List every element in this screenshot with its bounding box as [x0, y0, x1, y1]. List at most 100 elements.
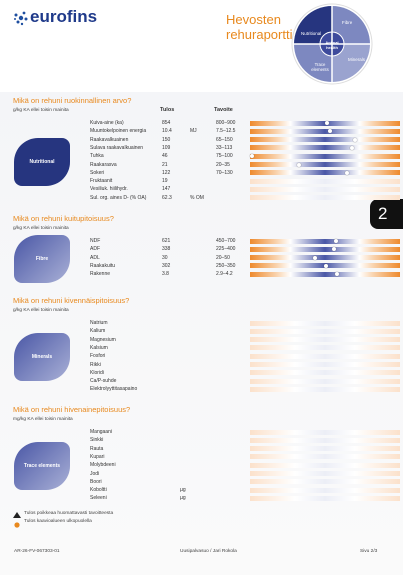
row-label: Seleeni	[90, 495, 107, 502]
range-bar	[250, 345, 400, 351]
row-label: Rikki	[90, 361, 101, 368]
row-label: Natrium	[90, 320, 108, 326]
range-bar	[250, 337, 400, 343]
range-bar	[250, 255, 400, 261]
row-label: Sulava raakavalkuainen	[90, 144, 144, 151]
logo-text: eurofins	[30, 7, 98, 26]
row-result: 62.3	[162, 194, 172, 201]
page-tab: 2	[370, 199, 403, 229]
row-label: Boori	[90, 478, 102, 485]
report-title: Hevosten rehuraportti	[226, 12, 293, 42]
range-bar	[250, 238, 400, 244]
result-dot	[313, 255, 317, 260]
wheel-label: Fibre	[342, 20, 353, 25]
row-label: Rauta	[90, 445, 104, 452]
row-result: 147	[162, 186, 171, 193]
row-unit: µg	[180, 495, 186, 502]
row-target: 225–400	[216, 246, 236, 253]
row-result: 19	[162, 178, 168, 185]
range-bar	[250, 246, 400, 252]
range-bar	[250, 178, 400, 184]
section-badge	[14, 137, 70, 186]
range-bar	[250, 495, 400, 501]
section-badge	[14, 333, 70, 382]
result-dot	[334, 272, 339, 277]
range-bar	[250, 462, 400, 468]
range-bar	[250, 437, 400, 443]
range-bar	[250, 320, 400, 326]
row-result: 46	[162, 153, 168, 160]
row-unit: % OM	[190, 194, 204, 201]
badge-label: Minerals	[31, 354, 53, 361]
range-bar	[250, 170, 400, 176]
row-result: 302	[162, 262, 171, 269]
badge-label: Fibre	[35, 255, 49, 262]
row-result: 21	[162, 161, 168, 168]
range-bar	[250, 362, 400, 367]
section-unit: g/kg KA ellei toisin mainita	[13, 226, 69, 231]
row-label: Molybdeeni	[90, 462, 116, 469]
row-target: 75–100	[216, 153, 233, 160]
row-label: Mangaani	[90, 429, 112, 435]
range-bar	[250, 370, 400, 376]
range-bar	[250, 120, 400, 126]
row-label: Kuiva-aine (ka)	[90, 120, 124, 126]
row-target: 65–150	[216, 136, 233, 143]
range-bar	[250, 153, 400, 159]
row-label: Raakavalkuainen	[90, 136, 129, 143]
section-title: Mikä on rehuni hivenainepitoisuus?	[13, 405, 131, 414]
row-label: Kloridi	[90, 369, 104, 376]
row-label: Jodi	[90, 470, 100, 477]
row-label: Vesiliuk. hiilihydr.	[90, 186, 128, 193]
range-bar	[250, 271, 400, 277]
result-dot	[353, 137, 357, 142]
wheel	[291, 3, 373, 85]
logo-mark	[14, 11, 28, 26]
row-label: ADL	[90, 254, 100, 261]
range-bar	[250, 162, 400, 167]
row-target: 20–35	[216, 161, 230, 168]
row-result: 150	[162, 136, 171, 143]
row-result: 109	[162, 144, 171, 151]
range-bar	[250, 145, 400, 151]
section-unit: mg/kg KA ellei toisin mainita	[13, 417, 73, 422]
row-label: Raakakuitu	[90, 262, 116, 269]
result-dot	[297, 162, 301, 167]
footer-author: Uusipalvasuo / Jari Rokola	[180, 549, 237, 554]
row-label: Fosfori	[90, 353, 106, 360]
row-label: Kalium	[90, 328, 106, 335]
row-label: Sokeri	[90, 169, 105, 176]
range-bar	[250, 195, 400, 201]
row-label: NDF	[90, 238, 101, 244]
row-label: Muuntokelpoinen energia	[90, 128, 147, 135]
column-header: Tulos	[160, 107, 175, 113]
badge-label: Nutritional	[29, 158, 55, 165]
result-dot	[345, 170, 349, 175]
row-label: Raakarasva	[90, 161, 117, 168]
wheel-label: Trace elements	[311, 62, 329, 72]
row-target: 800–900	[216, 120, 236, 126]
row-label: Tuhka	[90, 153, 104, 160]
range-bar	[250, 479, 400, 485]
result-dot	[327, 129, 332, 134]
section-title: Mikä on rehuni kuitupitoisuus?	[13, 214, 114, 223]
row-label: Magnesium	[90, 336, 116, 343]
range-bar	[250, 471, 400, 476]
range-bar	[250, 386, 400, 392]
section-badge	[14, 234, 70, 283]
row-result: 338	[162, 246, 171, 253]
range-bar	[250, 487, 400, 493]
row-target: 70–130	[216, 169, 233, 176]
column-header: Tavoite	[214, 107, 233, 113]
range-bar	[250, 446, 400, 452]
row-target: 250–350	[216, 262, 236, 269]
section-badge	[14, 442, 70, 491]
row-label: Sinkki	[90, 437, 104, 444]
row-result: 10.4	[162, 128, 172, 135]
footer-code: AR-26-FV-067303-01	[14, 549, 60, 554]
row-label: Koboltti	[90, 487, 107, 494]
legend-text: Tulos kaavioalueen ulkopuolella	[24, 519, 92, 524]
legend-text: Tulos poikkeaa huomattavasti tavoitteest…	[24, 511, 114, 516]
legend-icons	[13, 512, 21, 528]
